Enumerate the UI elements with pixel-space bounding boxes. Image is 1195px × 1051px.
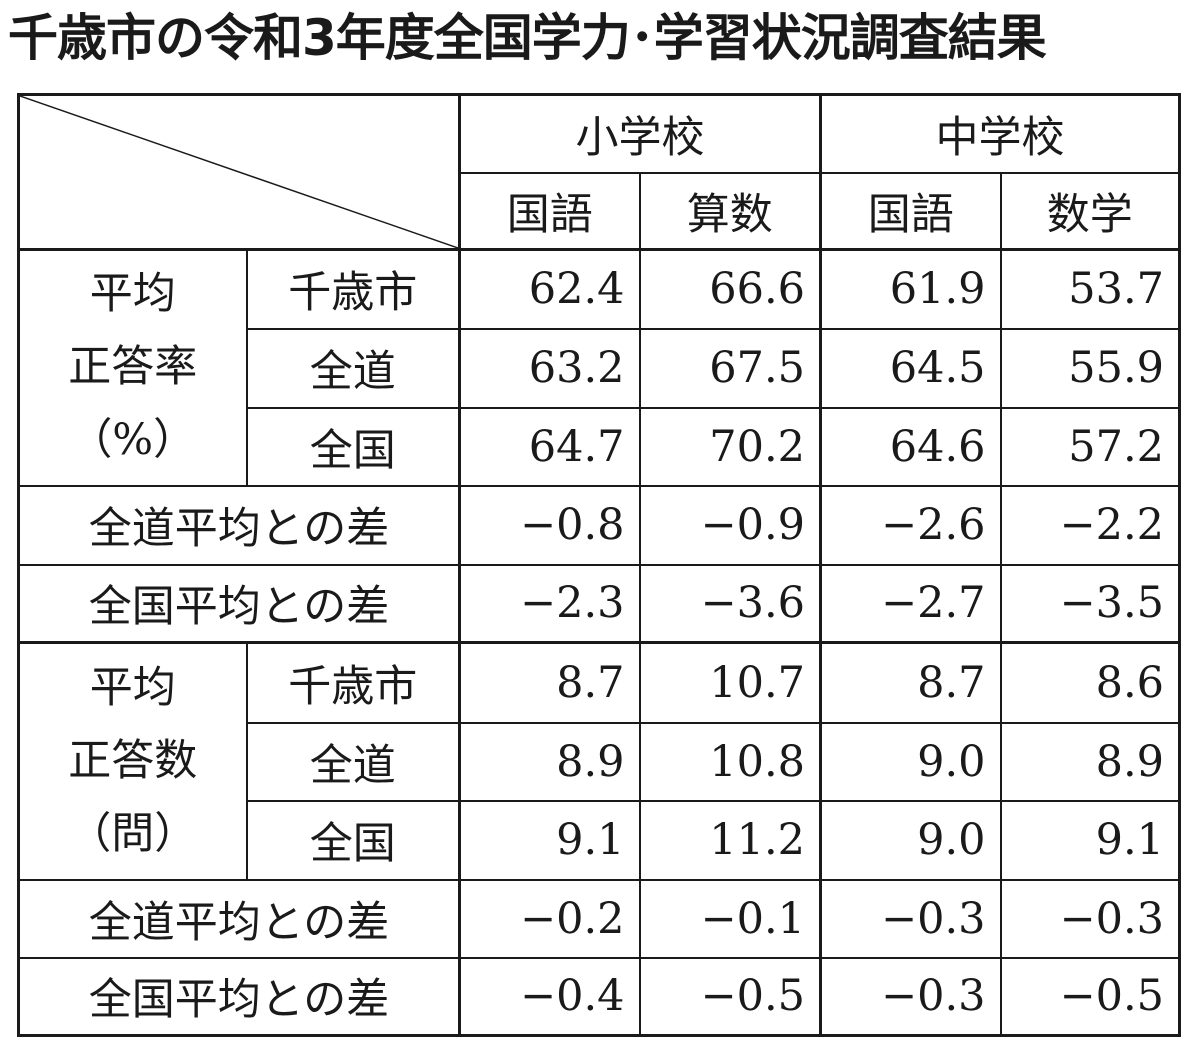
row-label: 千歳市	[245, 641, 461, 724]
results-table: 小学校 中学校 国語 算数 国語 数学 平均 正答率 （%） 千歳市 62.4 …	[17, 93, 1181, 1037]
group-label-line: （%）	[69, 415, 197, 466]
row-label: 千歳市	[245, 248, 461, 330]
value-cell: 62.4	[458, 248, 641, 330]
table-row: 全国 9.1 11.2 9.0 9.1	[19, 799, 1181, 881]
value-cell: −0.3	[819, 878, 1002, 959]
value-cell: −0.2	[458, 878, 641, 959]
diff-row: 全国平均との差 −0.4 −0.5 −0.3 −0.5	[17, 956, 1181, 1037]
diff-label: 全道平均との差	[17, 878, 461, 959]
subject-header: 算数	[638, 171, 822, 251]
value-cell: 53.7	[999, 248, 1181, 330]
group-label-line: 平均	[89, 269, 176, 320]
value-cell: −0.1	[638, 878, 822, 959]
value-cell: 8.7	[819, 641, 1002, 724]
group-label-line: （問）	[68, 808, 198, 859]
diff-label: 全国平均との差	[17, 956, 461, 1037]
diagonal-line	[20, 96, 458, 248]
value-cell: 8.7	[458, 641, 641, 724]
value-cell: 64.5	[819, 327, 1002, 409]
value-cell: 66.6	[638, 248, 822, 330]
table-row: 平均 正答数 （問） 千歳市 8.7 10.7 8.7 8.6	[17, 641, 1181, 881]
value-cell: −3.5	[999, 563, 1181, 644]
row-label: 全国	[245, 406, 461, 487]
value-cell: −0.5	[638, 956, 822, 1037]
value-cell: −2.6	[819, 484, 1002, 566]
group-label-line: 正答数	[68, 735, 198, 786]
value-cell: −2.2	[999, 484, 1181, 566]
diff-row: 全道平均との差 −0.8 −0.9 −2.6 −2.2	[17, 484, 1181, 566]
value-cell: 67.5	[638, 327, 822, 409]
value-cell: −0.3	[819, 956, 1002, 1037]
value-cell: 61.9	[819, 248, 1002, 330]
table-row: 平均 正答率 （%） 千歳市 62.4 66.6 61.9 53.7	[17, 248, 1181, 487]
value-cell: 64.7	[458, 406, 641, 487]
school-header-junior-high: 中学校	[819, 93, 1181, 174]
diff-row: 全国平均との差 −2.3 −3.6 −2.7 −3.5	[17, 563, 1181, 644]
value-cell: 8.6	[999, 641, 1181, 724]
value-cell: −2.7	[819, 563, 1002, 644]
value-cell: −0.4	[458, 956, 641, 1037]
group-label-rate: 平均 正答率 （%）	[17, 248, 248, 487]
value-cell: 9.0	[819, 721, 1002, 802]
group-label-line: 正答率	[68, 342, 198, 393]
header-row-schools: 小学校 中学校	[17, 93, 1181, 251]
row-label: 全道	[245, 327, 461, 409]
value-cell: −0.9	[638, 484, 822, 566]
diff-row: 全道平均との差 −0.2 −0.1 −0.3 −0.3	[17, 878, 1181, 959]
subject-header: 国語	[458, 171, 641, 251]
group-label-count: 平均 正答数 （問）	[17, 641, 248, 881]
value-cell: −2.3	[458, 563, 641, 644]
value-cell: 10.8	[638, 721, 822, 802]
value-cell: 9.0	[819, 799, 1002, 881]
value-cell: 64.6	[819, 406, 1002, 487]
value-cell: −0.3	[999, 878, 1181, 959]
value-cell: −0.5	[999, 956, 1181, 1037]
value-cell: 9.1	[999, 799, 1181, 881]
group-label-line: 平均	[89, 662, 176, 713]
header-row-subjects: 国語 算数 国語 数学	[18, 171, 1181, 251]
row-label: 全国	[245, 799, 461, 881]
school-header-elementary: 小学校	[458, 93, 822, 174]
page-title: 千歳市の令和3年度全国学力･学習状況調査結果	[8, 9, 1047, 67]
value-cell: 8.9	[458, 721, 641, 802]
diff-label: 全国平均との差	[17, 563, 461, 644]
subject-header: 数学	[999, 171, 1181, 251]
table-row: 全道 63.2 67.5 64.5 55.9	[19, 327, 1181, 409]
value-cell: 70.2	[638, 406, 822, 487]
value-cell: 9.1	[458, 799, 641, 881]
value-cell: −3.6	[638, 563, 822, 644]
table-row: 全道 8.9 10.8 9.0 8.9	[19, 721, 1181, 802]
value-cell: 57.2	[999, 406, 1181, 487]
value-cell: 11.2	[638, 799, 822, 881]
value-cell: 8.9	[999, 721, 1181, 802]
subject-header: 国語	[819, 171, 1002, 251]
value-cell: 10.7	[638, 641, 822, 724]
corner-cell	[17, 93, 461, 251]
value-cell: 63.2	[458, 327, 641, 409]
table-row: 全国 64.7 70.2 64.6 57.2	[19, 406, 1181, 487]
diff-label: 全道平均との差	[17, 484, 461, 566]
row-label: 全道	[245, 721, 461, 802]
value-cell: 55.9	[999, 327, 1181, 409]
value-cell: −0.8	[458, 484, 641, 566]
